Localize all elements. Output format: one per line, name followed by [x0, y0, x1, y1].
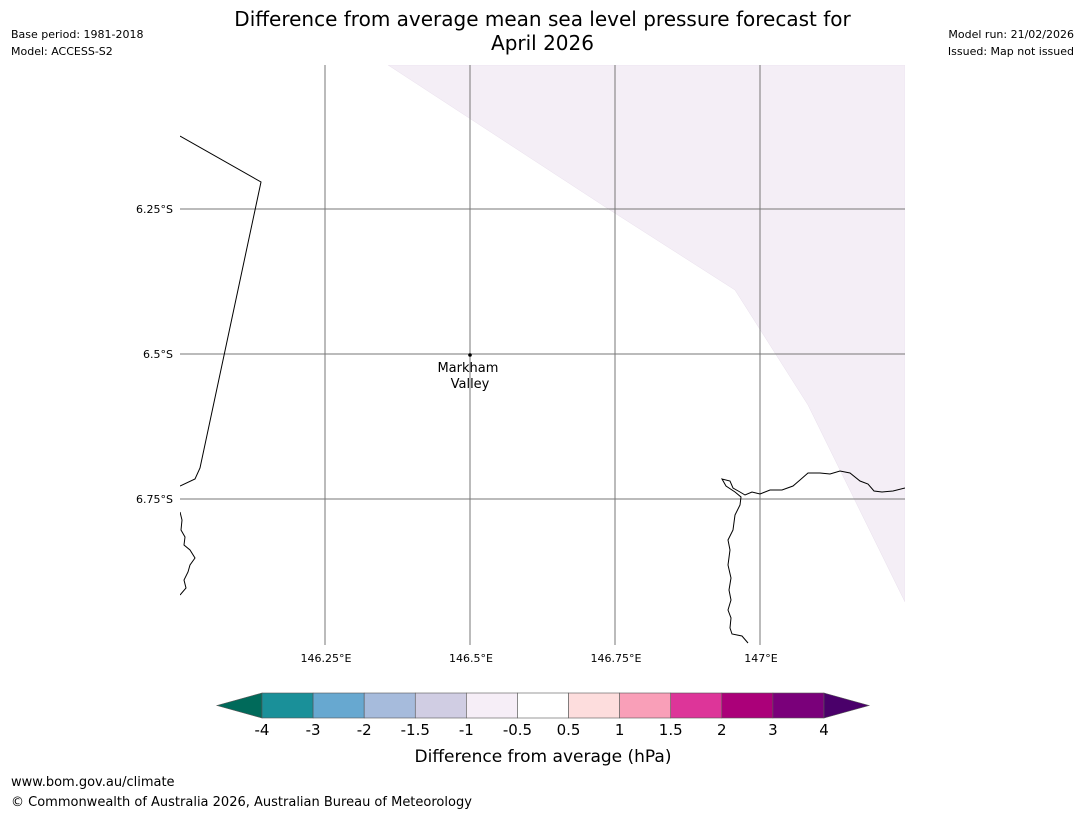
lon-label-146-5: 146.5°E [449, 652, 493, 665]
colorbar-tick-labels: -4 -3 -2 -1.5 -1 -0.5 0.5 1 1.5 2 3 4 [255, 721, 829, 739]
colorbar-segment [466, 692, 518, 719]
colorbar-segment [363, 692, 416, 719]
place-label-line-1: Markham [437, 361, 498, 376]
colorbar-tick-label: 2 [717, 721, 727, 739]
province-boundary-line [180, 135, 262, 487]
map-area: Markham Valley [180, 65, 905, 645]
footer-url: www.bom.gov.au/climate [11, 775, 175, 790]
model-run-text: Model run: 21/02/2026 [948, 28, 1074, 41]
colorbar-segment [619, 692, 672, 719]
colorbar-tick-label: 3 [768, 721, 778, 739]
colorbar-segment [721, 692, 774, 719]
colorbar-segment [312, 692, 365, 719]
colorbar-segment [414, 692, 467, 719]
colorbar-segment [670, 692, 723, 719]
colorbar-title: Difference from average (hPa) [415, 747, 672, 767]
colorbar-tick-label: -1.5 [401, 721, 430, 739]
footer-copyright: © Commonwealth of Australia 2026, Austra… [11, 795, 472, 810]
gridlines [180, 65, 905, 645]
colorbar-tick-label: -0.5 [503, 721, 532, 739]
lat-label-6-25: 6.25°S [136, 203, 173, 216]
colorbar-tick-label: -1 [459, 721, 474, 739]
colorbar-over-arrow [823, 692, 871, 719]
colorbar-segment [517, 692, 569, 719]
colorbar-tick-label: -3 [306, 721, 321, 739]
colorbar-segment [772, 692, 825, 719]
colorbar-tick-label: -2 [357, 721, 372, 739]
coastline-and-borders [180, 135, 905, 644]
colorbar-segments [261, 692, 825, 719]
coastline-west [180, 511, 196, 596]
lat-label-6-5: 6.5°S [143, 348, 173, 361]
lon-label-147: 147°E [744, 652, 777, 665]
shaded-pressure-region [387, 65, 905, 603]
lat-label-6-75: 6.75°S [136, 493, 173, 506]
place-label: Markham Valley [437, 361, 502, 392]
colorbar-segment [261, 692, 314, 719]
colorbar: -4 -3 -2 -1.5 -1 -0.5 0.5 1 1.5 2 3 4 Difference fr… [215, 692, 871, 767]
header-meta-right: Model run: 21/02/2026 Issued: Map not is… [948, 26, 1074, 60]
colorbar-segment [568, 692, 620, 719]
colorbar-tick-label: 1.5 [659, 721, 683, 739]
colorbar-tick-label: 0.5 [557, 721, 581, 739]
title-line-2: April 2026 [491, 31, 594, 55]
place-label-line-2: Valley [451, 377, 490, 392]
lon-label-146-75: 146.75°E [591, 652, 642, 665]
colorbar-tick-label: 4 [819, 721, 829, 739]
title-line-1: Difference from average mean sea level p… [234, 7, 851, 31]
latitude-labels: 6.25°S 6.5°S 6.75°S [136, 203, 173, 506]
base-period-text: Base period: 1981-2018 [11, 28, 144, 41]
markham-valley-point [468, 353, 472, 357]
colorbar-tick-label: 1 [615, 721, 625, 739]
longitude-labels: 146.25°E 146.5°E 146.75°E 147°E [301, 652, 778, 665]
page-title: Difference from average mean sea level p… [200, 7, 885, 55]
lon-label-146-25: 146.25°E [301, 652, 352, 665]
colorbar-under-arrow [215, 692, 263, 719]
header-meta-left: Base period: 1981-2018 Model: ACCESS-S2 [11, 26, 143, 60]
model-text: Model: ACCESS-S2 [11, 45, 113, 58]
issued-text: Issued: Map not issued [947, 45, 1074, 58]
map-figure: Markham Valley 6.25°S 6.5°S 6.75°S 146.2… [136, 65, 905, 767]
colorbar-tick-label: -4 [255, 721, 270, 739]
coastline-east [720, 470, 905, 644]
